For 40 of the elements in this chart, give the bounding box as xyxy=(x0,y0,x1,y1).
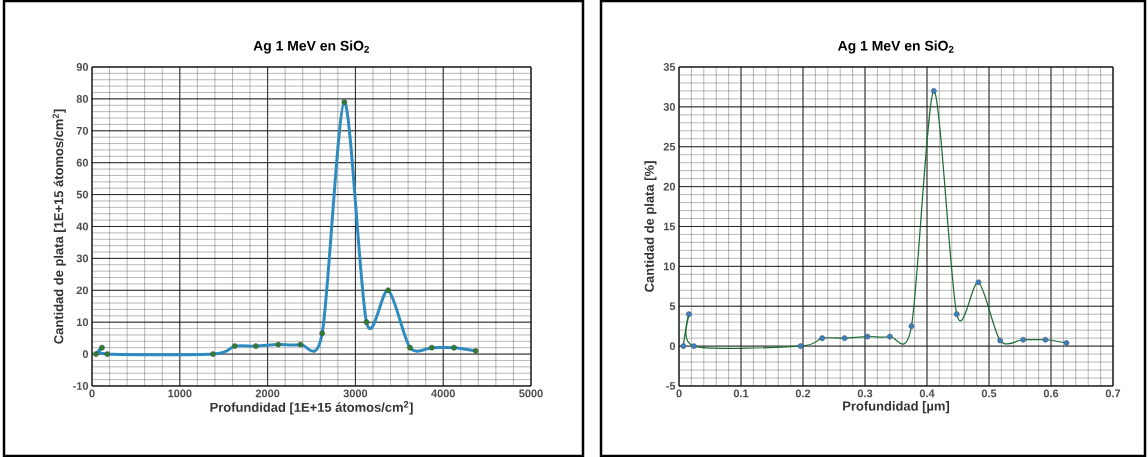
x-tick-label: 4000 xyxy=(431,389,455,398)
chart-title: Ag 1 MeV en SiO$_{2}$ xyxy=(253,40,370,54)
y-tick-label: 10 xyxy=(76,318,89,327)
y-tick-label: 20 xyxy=(663,182,676,191)
x-tick-label: 0.4 xyxy=(919,389,935,398)
x-tick-label: 0.5 xyxy=(981,389,997,398)
x-tick-label: 0 xyxy=(676,389,682,398)
y-tick-label: 30 xyxy=(663,102,676,111)
y-tick-label: 0 xyxy=(669,342,676,350)
y-tick-label: 30 xyxy=(76,254,89,263)
y-tick-label: 5 xyxy=(669,302,676,311)
y-tick-label: -5 xyxy=(666,382,676,390)
y-tick-label: 15 xyxy=(663,222,676,231)
y-tick-label: 50 xyxy=(76,190,89,199)
x-axis-title: Profundidad [µm] xyxy=(843,401,950,414)
x-tick-label: 5000 xyxy=(519,389,543,398)
y-tick-label: 10 xyxy=(663,262,676,271)
x-tick-label: 0.2 xyxy=(795,389,811,398)
x-tick-label: 0.7 xyxy=(1105,389,1121,398)
y-tick-label: 90 xyxy=(76,63,89,71)
y-tick-label: 20 xyxy=(76,286,89,295)
y-axis-title: Cantidad de plata [%] xyxy=(644,161,657,292)
y-tick-label: 80 xyxy=(76,95,89,103)
y-tick-label: -10 xyxy=(73,382,89,390)
x-tick-label: 0.6 xyxy=(1043,389,1059,398)
x-tick-label: 3000 xyxy=(343,389,368,398)
y-tick-label: 40 xyxy=(76,222,89,231)
x-tick-label: 0.1 xyxy=(733,389,749,398)
x-tick-label: 0 xyxy=(89,389,95,398)
chart-title: Ag 1 MeV en SiO$_{2}$ xyxy=(837,40,954,54)
x-tick-label: 0.3 xyxy=(857,389,873,398)
x-tick-label: 1000 xyxy=(168,389,192,398)
x-tick-label: 2000 xyxy=(255,389,280,398)
y-tick-label: 70 xyxy=(76,126,89,135)
x-axis-title: Profundidad [1E+15 átomos/cm$^{2}$] xyxy=(210,401,413,415)
y-tick-label: 0 xyxy=(82,350,89,358)
y-tick-label: 35 xyxy=(663,63,676,71)
y-tick-label: 25 xyxy=(663,142,676,151)
y-tick-label: 60 xyxy=(76,158,89,167)
y-axis-title: Cantidad de plata [1E+15 átomos/cm$^{2}$] xyxy=(52,109,66,344)
